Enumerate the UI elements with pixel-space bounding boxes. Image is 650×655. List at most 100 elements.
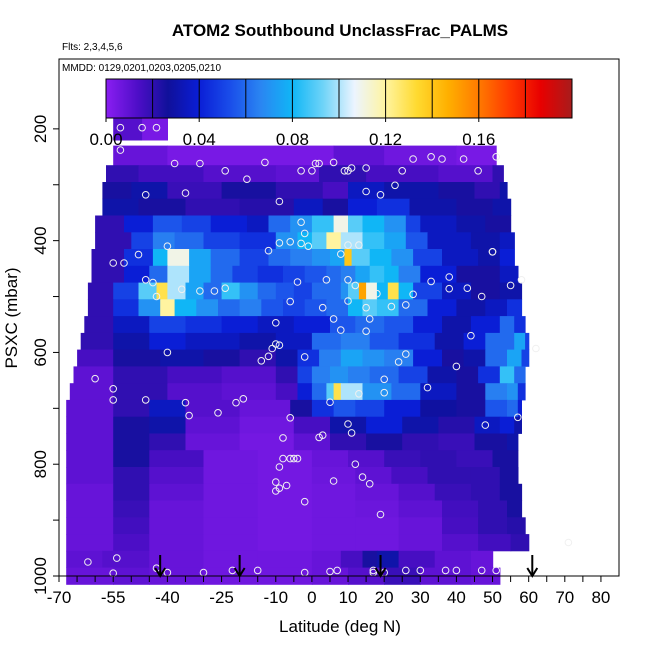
heatmap-cell	[362, 232, 385, 250]
heatmap-cell	[355, 265, 371, 283]
heatmap-cell	[149, 265, 168, 283]
y-tick-label: 600	[31, 338, 50, 366]
heatmap-cell	[185, 332, 241, 351]
heatmap-cell	[293, 433, 331, 451]
sample-point	[181, 189, 190, 197]
heatmap-cell	[391, 383, 421, 401]
sample-point	[416, 566, 425, 575]
heatmap-cell	[311, 366, 331, 384]
heatmap-cell	[499, 232, 515, 250]
heatmap-cell	[456, 198, 494, 216]
sample-point	[365, 480, 374, 488]
sample-point	[300, 229, 309, 238]
heatmap-cell	[409, 198, 458, 216]
heatmap-cell	[330, 366, 349, 384]
heatmap-cell	[442, 534, 479, 552]
sample-point	[275, 463, 284, 471]
heatmap-cell	[290, 249, 313, 267]
heatmap-cell	[333, 215, 349, 233]
heatmap-cell	[84, 316, 114, 334]
heatmap-cell	[311, 215, 335, 233]
heatmap-cell	[442, 249, 479, 267]
heatmap-cell	[463, 349, 486, 367]
heatmap-cell	[358, 282, 367, 300]
heatmap-cell	[124, 265, 150, 283]
heatmap-cell	[149, 517, 205, 535]
sample-point	[315, 159, 323, 168]
heatmap-cell	[366, 416, 403, 434]
heatmap-cell	[514, 316, 526, 334]
sample-point	[402, 566, 410, 575]
x-tick-label: 80	[591, 588, 610, 607]
heatmap-cell	[257, 316, 295, 334]
sample-point	[380, 375, 389, 384]
heatmap-cell	[167, 366, 223, 384]
heatmap-cell	[66, 399, 114, 418]
heatmap-cell	[239, 349, 277, 367]
heatmap-cell	[203, 483, 259, 501]
heatmap-cell	[499, 282, 523, 300]
sample-point	[423, 383, 432, 392]
heatmap-cell	[203, 500, 259, 518]
colorbar: 0.00 0.04 0.08 0.12 0.16	[89, 78, 573, 149]
heatmap-cell	[442, 500, 479, 518]
heatmap-cell	[470, 316, 501, 334]
heatmap-cell	[517, 383, 526, 401]
heatmap-cell	[293, 316, 331, 334]
heatmap-cell	[268, 215, 291, 233]
heatmap-cell	[427, 467, 472, 485]
heatmap-cell	[384, 265, 400, 283]
sample-point	[308, 167, 316, 175]
sample-point	[163, 242, 172, 250]
heatmap-cell	[434, 550, 472, 568]
sample-point	[282, 481, 291, 490]
heatmap-cell	[398, 500, 443, 518]
heatmap-cell	[290, 215, 313, 233]
sample-point	[279, 434, 287, 442]
sample-point	[337, 250, 345, 258]
sample-point	[492, 153, 501, 161]
heatmap-cell	[66, 500, 114, 518]
heatmap-cell	[149, 416, 186, 434]
sample-point	[304, 242, 313, 250]
heatmap-cell	[167, 249, 190, 267]
sample-point	[402, 350, 410, 358]
heatmap-cell	[499, 249, 515, 267]
heatmap-cell	[210, 215, 248, 233]
sample-point	[210, 287, 219, 295]
heatmap-cell	[142, 117, 168, 141]
sample-point	[264, 246, 273, 255]
sample-point	[463, 284, 472, 293]
sample-point	[297, 218, 305, 226]
heatmap-cell	[149, 500, 205, 518]
heatmap-cell	[149, 483, 205, 501]
heatmap-cell	[413, 316, 443, 334]
heatmap-cell	[485, 383, 508, 401]
heatmap-cell	[507, 500, 523, 518]
x-tick-label: -10	[263, 588, 288, 607]
heatmap-cell	[77, 349, 114, 367]
heatmap-cell	[113, 517, 150, 535]
heatmap-cell	[420, 399, 457, 418]
x-axis-label: Latitude (deg N)	[279, 617, 401, 636]
heatmap-cell	[442, 349, 465, 367]
heatmap-cell	[427, 366, 457, 384]
sample-point	[286, 297, 295, 306]
sample-point	[253, 566, 262, 575]
heatmap-cell	[420, 383, 457, 401]
x-tick-label: 60	[519, 588, 538, 607]
sample-point	[376, 191, 385, 199]
heatmap-cell	[304, 299, 327, 317]
sample-point	[329, 477, 338, 485]
heatmap-cell	[340, 265, 356, 283]
heatmap-cell	[221, 316, 259, 334]
heatmap-cell	[413, 282, 443, 300]
heatmap-cell	[152, 232, 176, 250]
heatmap-cell	[102, 182, 132, 200]
sample-point	[326, 398, 334, 407]
heatmap-cell	[478, 249, 501, 267]
heatmap-cell	[369, 265, 385, 283]
sample-point	[376, 510, 385, 519]
sample-point	[344, 241, 352, 249]
heatmap-cell	[362, 550, 378, 568]
